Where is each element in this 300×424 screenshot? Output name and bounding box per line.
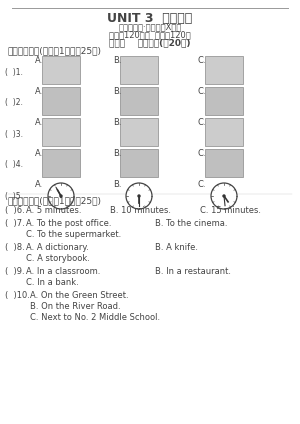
Text: A.: A. [35,56,43,65]
Text: 九年级英语·上（山西X版）: 九年级英语·上（山西X版） [118,22,182,31]
Text: A.: A. [35,180,43,189]
Text: B.: B. [113,180,122,189]
Text: A. 5 minutes.: A. 5 minutes. [26,206,82,215]
Text: (  )4.: ( )4. [5,161,23,170]
Text: 时间：120分钟  满分：120分: 时间：120分钟 满分：120分 [109,30,191,39]
Circle shape [48,183,74,209]
Text: B.: B. [113,118,122,127]
Text: A. On the Green Street.: A. On the Green Street. [30,291,129,300]
Text: (  )8.: ( )8. [5,243,25,252]
Text: (  )1.: ( )1. [5,67,23,76]
Text: A. In a classroom.: A. In a classroom. [26,267,100,276]
Text: 一、情景反应(每小题1分，內25分): 一、情景反应(每小题1分，內25分) [8,46,102,55]
Text: B. 10 minutes.: B. 10 minutes. [110,206,171,215]
Text: A. To the post office.: A. To the post office. [26,219,112,228]
Circle shape [223,195,225,197]
Bar [42,87,80,115]
Bar [205,118,243,146]
Text: C.: C. [198,118,206,127]
Circle shape [211,183,237,209]
Text: (  )6.: ( )6. [5,206,25,215]
Circle shape [138,195,140,197]
Bar [42,56,80,84]
Text: C.: C. [198,87,206,96]
Text: A.: A. [35,149,43,158]
Bar [42,149,80,177]
Text: B. In a restaurant.: B. In a restaurant. [155,267,231,276]
Text: 二、对话理解(每小题1分，內25分): 二、对话理解(每小题1分，內25分) [8,196,102,205]
Bar [120,56,158,84]
Bar [120,87,158,115]
Text: (  )7.: ( )7. [5,219,25,228]
Text: C.: C. [198,149,206,158]
Text: B.: B. [113,87,122,96]
Text: C. In a bank.: C. In a bank. [26,278,79,287]
Text: (  )2.: ( )2. [5,98,23,108]
Text: B.: B. [113,56,122,65]
Bar [120,149,158,177]
Text: B.: B. [113,149,122,158]
Bar [205,149,243,177]
Text: C.: C. [198,180,206,189]
Circle shape [60,195,62,197]
Text: B. On the River Road.: B. On the River Road. [30,302,121,311]
Bar [205,56,243,84]
Text: A.: A. [35,118,43,127]
Text: B. To the cinema.: B. To the cinema. [155,219,227,228]
Text: (  )5.: ( )5. [5,192,23,201]
Text: C. 15 minutes.: C. 15 minutes. [200,206,261,215]
Text: C. A storybook.: C. A storybook. [26,254,90,263]
Text: C. To the supermarket.: C. To the supermarket. [26,230,121,239]
Text: (  )3.: ( )3. [5,129,23,139]
Text: UNIT 3  学情评估: UNIT 3 学情评估 [107,12,193,25]
Circle shape [126,183,152,209]
Text: C.: C. [198,56,206,65]
Text: 第一卷    听力部分(內20分): 第一卷 听力部分(內20分) [109,38,191,47]
Text: B. A knife.: B. A knife. [155,243,198,252]
Text: A. A dictionary.: A. A dictionary. [26,243,89,252]
Text: (  )9.: ( )9. [5,267,25,276]
Text: C. Next to No. 2 Middle School.: C. Next to No. 2 Middle School. [30,313,160,322]
Bar [120,118,158,146]
Bar [205,87,243,115]
Text: (  )10.: ( )10. [5,291,30,300]
Text: A.: A. [35,87,43,96]
Bar [42,118,80,146]
